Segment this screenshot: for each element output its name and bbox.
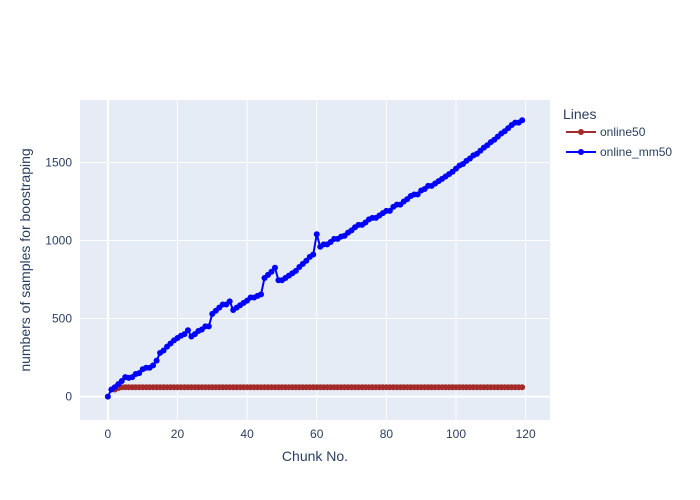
- legend[interactable]: Lines online50 online_mm50: [563, 106, 672, 159]
- data-point[interactable]: [104, 393, 111, 400]
- data-point[interactable]: [519, 384, 526, 391]
- y-tick-label: 500: [52, 312, 72, 326]
- data-point[interactable]: [303, 257, 310, 264]
- data-point[interactable]: [181, 331, 188, 338]
- data-point[interactable]: [310, 251, 317, 258]
- series-online50: [111, 384, 526, 393]
- data-point[interactable]: [414, 191, 421, 198]
- legend-marker: [578, 149, 584, 155]
- data-point[interactable]: [184, 327, 191, 334]
- data-point[interactable]: [118, 377, 125, 384]
- tick-labels: 0 20 40 60 80 100 120 0 500 1000 1500: [45, 155, 536, 441]
- series-online_mm50: [104, 117, 526, 400]
- x-tick-label: 100: [446, 427, 466, 441]
- data-point[interactable]: [150, 362, 157, 369]
- data-point[interactable]: [386, 207, 393, 214]
- data-point[interactable]: [153, 357, 160, 364]
- data-point[interactable]: [136, 370, 143, 377]
- x-axis-title: Chunk No.: [282, 448, 348, 464]
- x-tick-label: 120: [516, 427, 536, 441]
- x-tick-label: 40: [240, 427, 254, 441]
- legend-label: online_mm50: [600, 145, 672, 159]
- data-point[interactable]: [268, 268, 275, 275]
- data-point[interactable]: [519, 117, 526, 124]
- data-point[interactable]: [292, 267, 299, 274]
- x-tick-label: 60: [310, 427, 324, 441]
- data-point[interactable]: [258, 291, 265, 298]
- legend-title: Lines: [563, 106, 596, 122]
- x-tick-label: 20: [171, 427, 185, 441]
- x-tick-label: 0: [105, 427, 112, 441]
- y-tick-label: 0: [65, 390, 72, 404]
- series-layer: [104, 117, 526, 400]
- data-point[interactable]: [160, 347, 167, 354]
- x-tick-label: 80: [380, 427, 394, 441]
- data-point[interactable]: [226, 298, 233, 305]
- y-tick-label: 1500: [45, 155, 72, 169]
- legend-marker: [578, 129, 584, 135]
- legend-item-online_mm50[interactable]: online_mm50: [566, 145, 672, 159]
- y-axis-title: numbers of samples for boostraping: [17, 148, 33, 371]
- legend-label: online50: [600, 125, 646, 139]
- data-point[interactable]: [271, 264, 278, 271]
- data-point[interactable]: [313, 231, 320, 238]
- data-point[interactable]: [205, 323, 212, 330]
- y-tick-label: 1000: [45, 233, 72, 247]
- legend-item-online50[interactable]: online50: [566, 125, 646, 139]
